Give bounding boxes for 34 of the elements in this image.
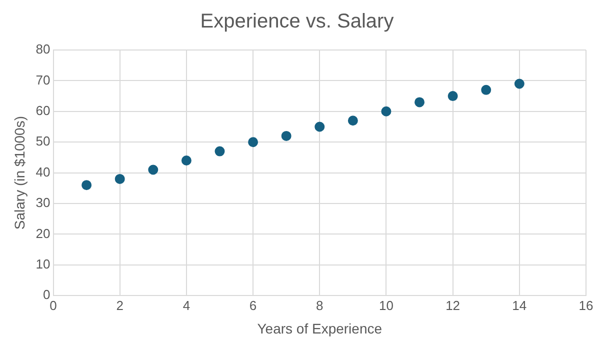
point [214,146,225,156]
point [514,78,524,89]
y-tick-label: 40 [36,164,50,180]
y-tick-label: 60 [36,102,50,118]
point [82,180,92,190]
point [348,116,358,126]
y-tick-label: 50 [36,134,50,149]
y-tick-label: 20 [36,226,50,241]
point [114,174,125,184]
x-tick-label: 8 [316,298,324,313]
point [481,84,492,95]
point [281,130,292,141]
point [448,91,458,102]
y-tick-label: 70 [36,72,50,88]
y-tick-label: 80 [36,42,50,57]
x-tick-label: 6 [249,298,257,313]
point [148,164,158,175]
x-tick-label: 12 [446,298,460,313]
point [414,97,425,108]
x-tick-label: 2 [116,298,124,313]
y-tick-label: 30 [36,195,50,210]
x-axis-title: Years of Experience [257,320,382,336]
x-tick-label: 4 [182,298,190,313]
point [314,122,325,132]
x-tick-label: 10 [378,298,394,313]
point [248,137,258,148]
chart-title: Experience vs. Salary [200,10,394,33]
y-tick-label: 10 [36,256,50,272]
y-axis-title: Salary (in $1000s) [11,116,28,230]
x-tick-label: 14 [512,298,527,313]
y-tick-label: 0 [43,287,50,302]
point [381,106,392,116]
x-tick-label: 16 [578,298,594,313]
point [181,156,192,166]
